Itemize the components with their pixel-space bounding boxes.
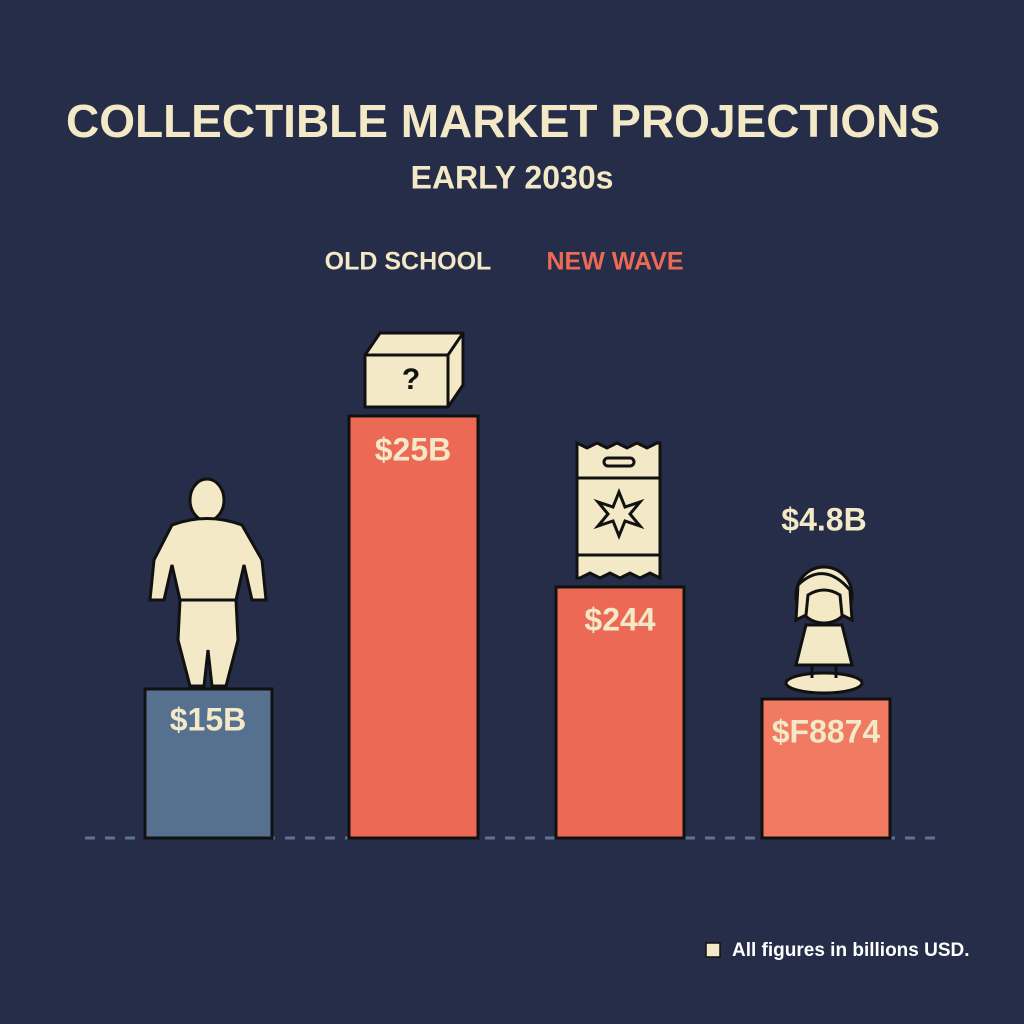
legend-label: OLD SCHOOL (325, 248, 492, 276)
figurine-icon (784, 565, 864, 695)
bar-label: $244 (584, 601, 655, 637)
footnote: All figures in billions USD. (732, 940, 970, 961)
svg-text:?: ? (402, 363, 420, 396)
bar (554, 585, 686, 840)
bar (760, 697, 892, 840)
bar (143, 687, 274, 840)
bar-label: $25B (375, 431, 452, 467)
bar-label: $F8874 (772, 713, 881, 749)
title: COLLECTIBLE MARKET PROJECTIONS (66, 95, 940, 147)
action-figure-icon (148, 477, 268, 688)
bar (347, 414, 480, 840)
subtitle: EARLY 2030s (411, 159, 614, 195)
bar-label: $15B (170, 701, 247, 737)
bar-top-label: $4.8B (781, 501, 866, 537)
mystery-box-icon: ? (363, 331, 465, 409)
footnote-marker (705, 942, 721, 958)
legend-label: NEW WAVE (546, 248, 683, 276)
card-pack-icon (575, 440, 662, 581)
